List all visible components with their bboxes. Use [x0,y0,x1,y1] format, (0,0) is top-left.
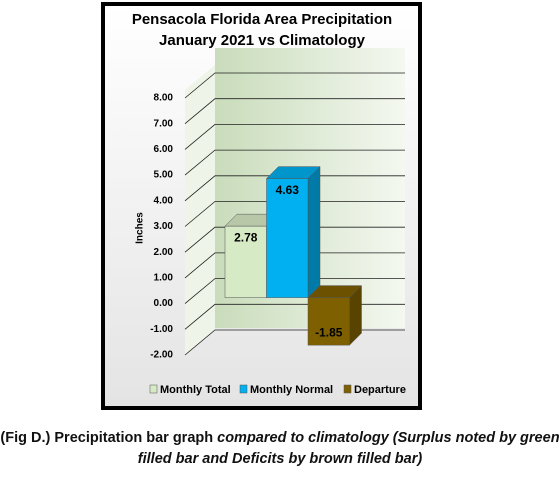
bar [307,297,350,346]
bar [266,178,309,298]
y-tick-label: 4.00 [154,195,174,206]
legend-swatch [343,384,352,394]
y-tick-label: 0.00 [154,298,174,309]
caption-lead: (Fig D.) Precipitation bar graph [0,430,214,446]
y-tick-label: 5.00 [154,170,174,181]
bar-side [307,166,321,299]
legend-label: Monthly Normal [250,384,333,396]
data-label: 4.63 [276,183,300,197]
caption-rest: compared to climatology (Surplus noted b… [137,430,560,467]
y-tick-label: -1.00 [150,324,173,335]
y-tick-label: -2.00 [150,350,173,361]
legend-swatch [149,384,158,394]
grid-line [184,175,405,202]
y-tick-label: 2.00 [154,247,174,258]
y-tick-label: 3.00 [154,221,174,232]
legend-label: Monthly Total [160,384,231,396]
y-tick-label: 1.00 [154,273,174,284]
grid-line [184,226,405,253]
grid-line [184,149,405,176]
caption: (Fig D.) Precipitation bar graph compare… [0,428,560,470]
y-axis-label: Inches [135,212,146,244]
grid-line [184,98,405,125]
grid-line [184,278,405,304]
y-tick-label: 7.00 [154,118,174,129]
legend-swatch [239,384,248,394]
chart: Pensacola Florida Area Precipitation Jan… [101,2,422,410]
side-wall [185,65,215,355]
data-label: 2.78 [234,230,258,244]
data-label: -1.85 [315,325,343,339]
grid-line [184,72,405,99]
y-tick-label: 8.00 [154,93,174,104]
grid-line [184,124,405,150]
legend-label: Departure [354,384,406,396]
y-tick-label: 6.00 [154,144,174,155]
chart-title: January 2021 vs Climatology [159,32,366,49]
grid-line [184,201,405,227]
chart-title: Pensacola Florida Area Precipitation [132,11,392,28]
grid-line [184,252,405,279]
